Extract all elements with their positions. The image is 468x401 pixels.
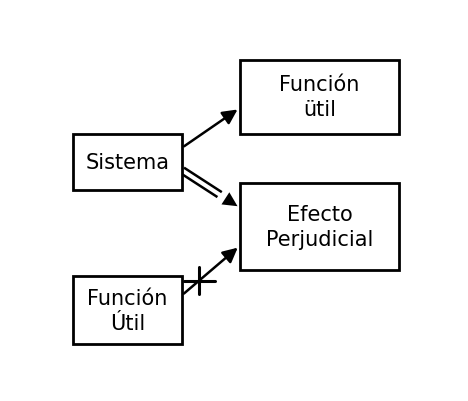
Text: Función
ütil: Función ütil (279, 75, 360, 120)
FancyBboxPatch shape (73, 135, 182, 190)
FancyBboxPatch shape (240, 61, 400, 135)
Text: Sistema: Sistema (86, 152, 169, 172)
FancyBboxPatch shape (73, 277, 182, 344)
Text: Efecto
Perjudicial: Efecto Perjudicial (266, 205, 373, 249)
FancyBboxPatch shape (240, 184, 400, 270)
Text: Función
Útil: Función Útil (87, 288, 168, 333)
